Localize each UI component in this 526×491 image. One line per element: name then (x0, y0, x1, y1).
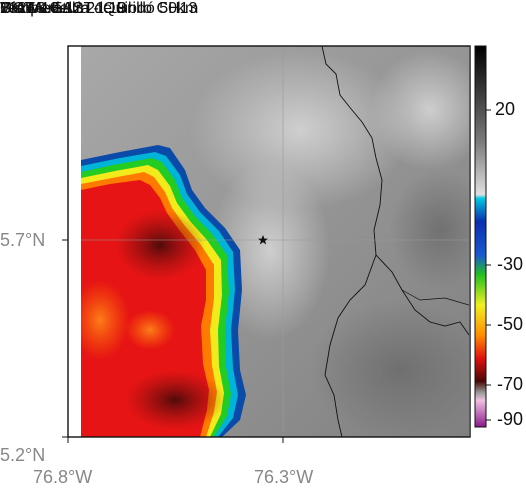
lat-label-5-2: 5.2°N (0, 445, 46, 465)
colorbar-tick-minus-30: -30 (497, 254, 524, 274)
region-label: Vía Medellín - Quibdó 50km (0, 0, 199, 17)
product-title: Temperatura de Brillo CH13 (0, 0, 198, 17)
colorbar (474, 45, 487, 428)
lat-label-5-7: 5.7°N (0, 230, 46, 250)
municipal-boundary-line (324, 254, 377, 437)
brightness-temperature-field (81, 46, 469, 437)
colorbar-tick-minus-50: -50 (497, 314, 524, 334)
satellite-name: GOES-EAST (0, 0, 94, 17)
source-label: SIATA (0, 0, 44, 17)
colorbar-tick-minus-70: -70 (497, 374, 524, 394)
star-icon (258, 235, 268, 245)
lon-label-76-3: 76.3°W (254, 467, 314, 487)
map-frame (67, 45, 471, 438)
department-boundary-line (321, 46, 469, 336)
lon-label-76-8: 76.8°W (33, 467, 93, 487)
colorbar-tick-minus-90: -90 (497, 409, 524, 429)
datetime-label: 2024-10-12 21:19 (0, 0, 127, 17)
colorbar-tick-20: 20 (495, 99, 516, 119)
